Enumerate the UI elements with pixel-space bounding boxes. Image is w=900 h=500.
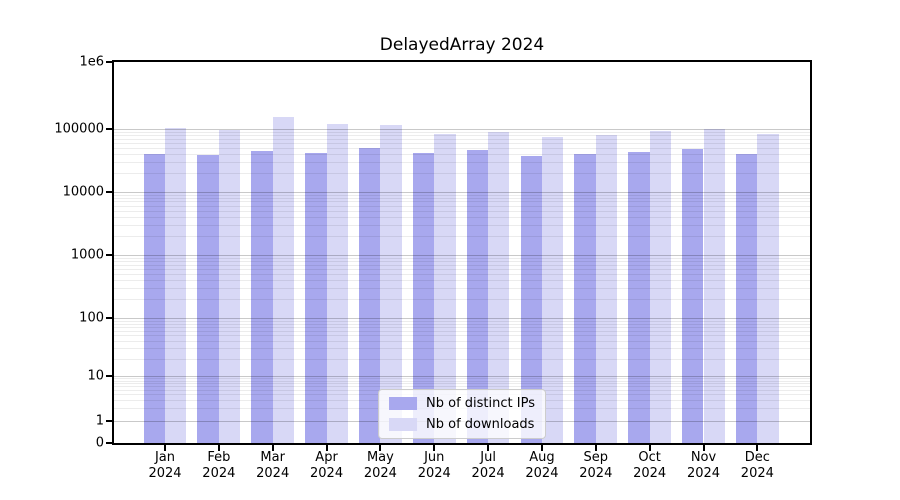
x-tick-label-dec: Dec 2024 [740,450,774,481]
y-axis-labels: 1e6 100000 10000 1000 100 10 1 0 [0,55,104,451]
y-tick-label: 10000 [62,184,104,200]
bar-nb-of-distinct-ips-aug [520,155,542,443]
bar-nb-of-downloads-apr [326,124,348,443]
x-tick-mark [433,445,436,451]
y-tick-mark [106,127,112,130]
y-tick-mark [106,442,112,444]
y-tick-mark [106,190,112,193]
y-tick-label: 1 [95,413,104,429]
bar-nb-of-downloads-jan [165,127,187,443]
x-tick-label-apr: Apr 2024 [310,450,344,481]
bar-nb-of-downloads-jul [488,132,510,443]
legend-swatch-downloads [389,418,418,431]
x-tick-label-may: May 2024 [363,450,397,481]
bar-nb-of-downloads-may [380,125,402,443]
y-tick-mark [106,254,112,256]
bar-nb-of-distinct-ips-feb [197,154,219,443]
y-tick-label: 0 [95,435,104,451]
x-tick-mark [164,445,166,451]
bar-nb-of-distinct-ips-may [359,147,381,443]
x-tick-mark [271,445,274,451]
legend-label-downloads: Nb of downloads [426,417,535,432]
x-tick-mark [217,445,220,451]
legend: Nb of distinct IPs Nb of downloads [378,389,546,439]
x-tick-label-oct: Oct 2024 [633,450,667,481]
legend-row-downloads: Nb of downloads [389,417,535,432]
legend-label-distinct-ips: Nb of distinct IPs [426,396,535,411]
bar-nb-of-distinct-ips-sep [574,153,596,443]
bar-nb-of-distinct-ips-dec [736,153,758,443]
bar-nb-of-downloads-nov [703,128,725,443]
bars-layer [114,62,810,443]
x-tick-label-jul: Jul 2024 [471,450,505,481]
bar-nb-of-downloads-feb [218,129,241,443]
legend-swatch-distinct-ips [389,397,418,410]
x-tick-mark [648,445,651,451]
plot-area: Nb of distinct IPs Nb of downloads [112,60,812,445]
x-tick-mark [756,445,759,451]
x-tick-label-jan: Jan 2024 [148,450,182,481]
y-tick-mark [106,61,112,63]
bar-nb-of-distinct-ips-jul [466,150,489,443]
y-tick-label: 1000 [70,247,104,263]
bar-nb-of-distinct-ips-jun [412,152,435,443]
bar-nb-of-distinct-ips-nov [682,148,704,443]
legend-row-distinct-ips: Nb of distinct IPs [389,396,535,411]
bar-nb-of-downloads-oct [649,131,672,443]
bar-nb-of-downloads-aug [541,137,564,443]
x-tick-label-aug: Aug 2024 [525,450,559,481]
bar-nb-of-distinct-ips-apr [305,152,327,443]
y-tick-label: 1e6 [79,54,104,70]
bar-nb-of-distinct-ips-jan [143,153,165,443]
y-tick-label: 10 [87,368,104,384]
bar-nb-of-distinct-ips-oct [628,151,650,443]
bar-nb-of-distinct-ips-mar [251,150,273,443]
x-tick-label-jun: Jun 2024 [417,450,451,481]
x-tick-mark [487,445,490,451]
x-tick-label-sep: Sep 2024 [579,450,613,481]
bar-nb-of-downloads-sep [595,135,618,443]
bar-nb-of-downloads-dec [757,133,779,443]
x-tick-mark [540,445,543,451]
bar-nb-of-downloads-mar [272,117,295,443]
x-tick-label-feb: Feb 2024 [202,450,236,481]
x-tick-mark [379,445,382,451]
x-tick-label-mar: Mar 2024 [256,450,290,481]
chart-title: DelayedArray 2024 [379,35,545,55]
x-tick-mark [325,445,328,451]
y-tick-mark [106,316,112,319]
y-tick-label: 100000 [54,121,104,137]
y-tick-mark [106,420,112,423]
x-tick-mark [702,445,705,451]
y-tick-label: 100 [79,310,104,326]
x-tick-mark [594,445,597,451]
x-tick-label-nov: Nov 2024 [686,450,721,481]
y-tick-mark [106,375,112,378]
bar-nb-of-downloads-jun [434,134,456,443]
